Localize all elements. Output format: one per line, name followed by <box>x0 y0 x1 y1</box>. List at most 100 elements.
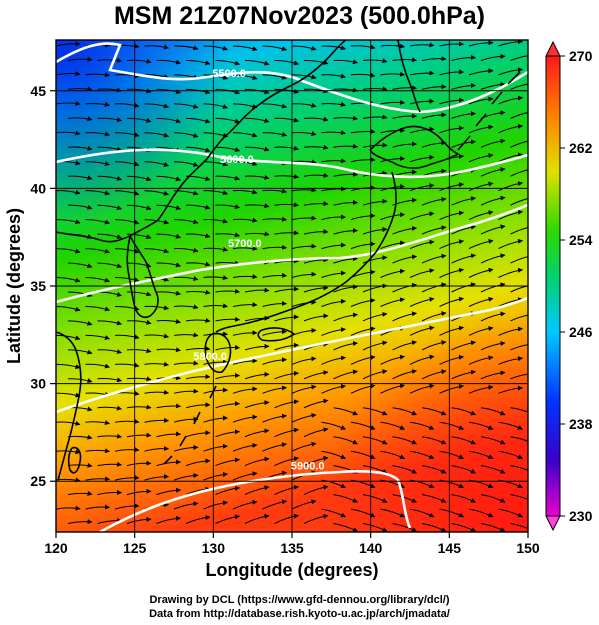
y-tick-label: 30 <box>30 376 46 392</box>
streamline <box>173 332 199 338</box>
streamline <box>510 465 528 471</box>
streamline <box>350 354 376 365</box>
streamline <box>421 311 447 322</box>
streamline <box>409 239 435 250</box>
streamline <box>392 197 417 206</box>
streamline <box>439 479 464 489</box>
streamline <box>232 302 258 308</box>
streamline <box>392 465 417 474</box>
streamline <box>451 494 476 503</box>
streamline <box>451 340 476 351</box>
streamline <box>439 450 464 459</box>
streamline <box>173 247 199 253</box>
coast-asia-mainland <box>56 40 347 243</box>
streamline <box>97 489 122 496</box>
streamline <box>439 267 464 278</box>
streamline <box>409 268 435 278</box>
streamline <box>262 216 287 222</box>
streamline <box>97 320 122 326</box>
streamline <box>362 114 388 120</box>
streamline <box>262 244 287 250</box>
streamline <box>56 71 81 77</box>
streamline <box>303 116 329 122</box>
streamline <box>173 161 199 167</box>
streamline <box>362 436 388 445</box>
streamline <box>439 325 464 336</box>
streamline <box>173 190 199 196</box>
streamline <box>232 189 258 195</box>
streamline <box>409 325 435 336</box>
contour-label: 5600.0 <box>220 154 254 166</box>
streamline <box>321 158 346 164</box>
streamline <box>421 407 447 416</box>
streamline <box>215 344 240 351</box>
streamline <box>291 102 317 108</box>
streamline <box>451 282 476 293</box>
streamline <box>262 103 287 109</box>
streamline <box>67 56 93 62</box>
streamline <box>114 305 140 311</box>
streamline <box>173 388 199 394</box>
streamline <box>144 417 169 423</box>
coast-shikoku <box>257 327 295 342</box>
streamline <box>380 421 405 430</box>
streamline <box>244 287 270 293</box>
streamline <box>439 508 464 518</box>
streamline <box>114 73 140 79</box>
streamline <box>468 267 494 278</box>
streamline <box>56 392 81 398</box>
streamline <box>156 318 181 324</box>
streamline <box>185 175 211 181</box>
streamline <box>97 377 122 383</box>
streamline <box>333 284 358 293</box>
streamline <box>362 198 388 206</box>
streamline <box>303 201 329 207</box>
streamline <box>333 59 358 65</box>
streamline <box>262 272 287 278</box>
streamline <box>262 329 287 336</box>
streamline <box>498 40 523 47</box>
streamline <box>67 116 93 122</box>
streamline <box>215 514 240 524</box>
streamline <box>468 153 494 163</box>
streamline <box>56 130 81 136</box>
streamline <box>185 117 211 124</box>
streamline <box>185 233 211 239</box>
streamline <box>421 523 447 532</box>
coastlines <box>56 40 521 481</box>
streamline <box>350 44 376 50</box>
streamline <box>173 276 199 281</box>
streamline <box>173 45 199 51</box>
streamline <box>232 330 258 336</box>
streamline <box>392 407 417 416</box>
coast-korea <box>126 235 159 319</box>
streamline <box>85 161 110 166</box>
streamline <box>321 101 346 107</box>
streamline <box>67 175 93 181</box>
streamline <box>510 314 528 322</box>
x-tick-label: 150 <box>516 540 540 556</box>
streamline <box>421 340 447 351</box>
streamline <box>350 72 376 78</box>
streamline <box>468 96 494 105</box>
streamline <box>303 257 329 264</box>
streamline <box>56 306 81 312</box>
streamline <box>126 516 152 524</box>
streamline <box>480 224 506 235</box>
streamline <box>232 442 258 452</box>
streamline <box>409 479 435 489</box>
streamline <box>244 371 270 380</box>
streamline <box>303 172 329 178</box>
streamline <box>156 290 181 296</box>
streamline <box>215 401 240 409</box>
streamline <box>510 436 528 442</box>
coast-sakhalin <box>397 40 421 113</box>
streamline <box>350 297 376 307</box>
streamline <box>498 95 523 105</box>
streamline <box>392 225 417 235</box>
streamline <box>97 433 122 439</box>
streamline <box>274 399 299 409</box>
streamline <box>173 132 199 138</box>
colorbar-ticks: 230 238 246 254 262 270 <box>560 48 593 524</box>
streamline <box>232 245 258 251</box>
